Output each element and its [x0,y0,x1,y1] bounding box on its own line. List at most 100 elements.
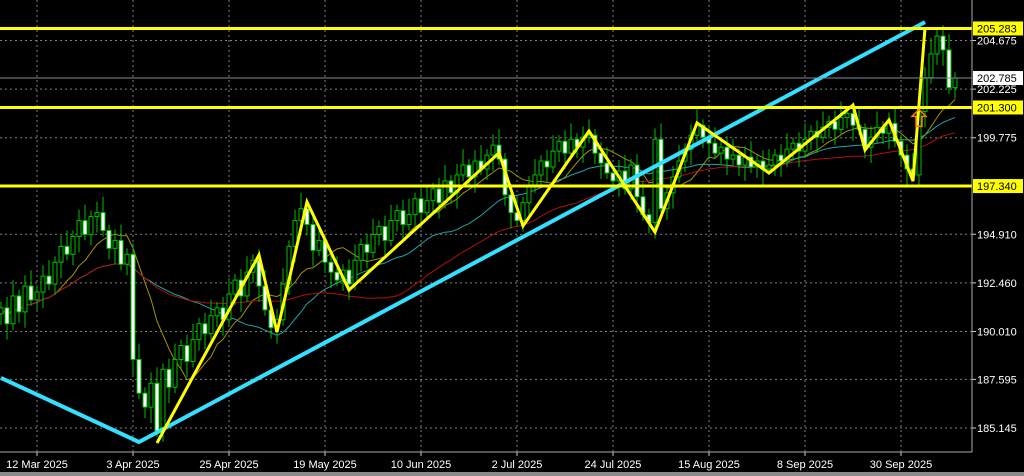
bear-candle [28,285,34,301]
bull-candle [178,345,184,360]
y-tick-label: 199.775 [977,133,1017,145]
bull-candle [928,53,934,79]
level-label-box [973,100,1023,115]
bull-candle [424,200,430,214]
trendline [0,20,926,445]
bull-candle [430,188,436,202]
bear-candle [46,275,52,285]
bull-candle [292,220,298,247]
candles [0,25,958,442]
moving-average-line [0,116,956,336]
bear-candle [598,152,604,164]
bear-candle [328,261,334,273]
bear-candle [4,307,10,325]
bull-candle [124,253,130,265]
bull-candle [94,212,100,218]
bull-candle [472,160,478,178]
x-tick-label: 30 Sep 2025 [870,459,932,471]
moving-average-line [0,132,956,317]
level-label: 205.283 [977,23,1017,35]
y-tick-label: 204.675 [977,36,1017,48]
bull-candle [652,138,658,224]
bear-candle [712,142,718,154]
bear-candle [202,323,208,335]
bull-candle [232,279,238,295]
arrow-up-icon [910,108,928,128]
bull-candle [844,112,850,118]
x-tick-label: 10 Jun 2025 [391,459,452,471]
bear-candle [184,345,190,362]
level-label: 201.300 [977,102,1017,114]
bear-candle [778,154,784,162]
bull-candle [208,315,214,335]
bear-candle [310,224,316,251]
bear-candle [130,253,136,360]
bear-candle [724,146,730,160]
bull-candle [568,138,574,154]
x-tick-label: 19 May 2025 [293,459,357,471]
bull-candle [88,216,94,235]
level-label-box [973,179,1023,194]
bear-candle [382,226,388,241]
x-tick-label: 2 Jul 2025 [492,459,543,471]
bull-candle [40,275,46,293]
bear-candle [610,172,616,182]
bull-candle [526,186,532,204]
bull-candle [718,146,724,154]
bull-candle [22,285,28,313]
bull-candle [58,245,64,263]
bear-candle [364,243,370,253]
bear-candle [118,239,124,265]
x-tick-label: 3 Apr 2025 [106,459,159,471]
bull-candle [406,214,412,226]
bear-candle [100,212,106,231]
bull-candle [934,35,940,55]
bull-candle [112,239,118,249]
x-tick-label: 8 Sep 2025 [777,459,833,471]
bear-candle [634,164,640,198]
bull-candle [838,116,844,130]
bull-candle [352,259,358,285]
bear-candle [334,271,340,281]
bull-candle [190,339,196,362]
bull-candle [316,239,322,251]
moving-average-line [0,99,956,381]
bear-candle [136,358,142,394]
bear-candle [544,160,550,168]
bear-candle [658,138,664,210]
y-tick-label: 202.225 [977,84,1017,96]
bull-candle [520,202,526,222]
bull-candle [766,164,772,170]
bull-candle [376,226,382,235]
bull-candle [160,368,166,432]
bear-candle [466,164,472,178]
chart-tab-strip[interactable] [0,472,1024,476]
current-price-label: 202.785 [977,73,1017,85]
bear-candle [346,269,352,285]
bear-candle [16,295,22,313]
drawn-lines [0,20,972,445]
bull-candle [460,164,466,176]
bear-candle [154,382,160,432]
y-tick-label: 192.460 [977,278,1017,290]
level-label-box [973,21,1023,36]
bear-candle [940,35,946,51]
bull-candle [412,198,418,216]
bull-candle [772,154,778,166]
bull-candle [790,142,796,150]
bull-candle [370,233,376,253]
bear-candle [106,229,112,249]
bear-candle [736,154,742,166]
bear-candle [436,188,442,204]
bull-candle [148,382,154,408]
x-tick-label: 12 Mar 2025 [6,459,68,471]
bull-candle [172,358,178,388]
bull-candle [34,291,40,301]
bear-candle [418,198,424,214]
bear-candle [604,162,610,174]
bear-candle [82,220,88,235]
bear-candle [400,210,406,226]
level-label: 197.340 [977,181,1017,193]
bull-candle [10,295,16,325]
